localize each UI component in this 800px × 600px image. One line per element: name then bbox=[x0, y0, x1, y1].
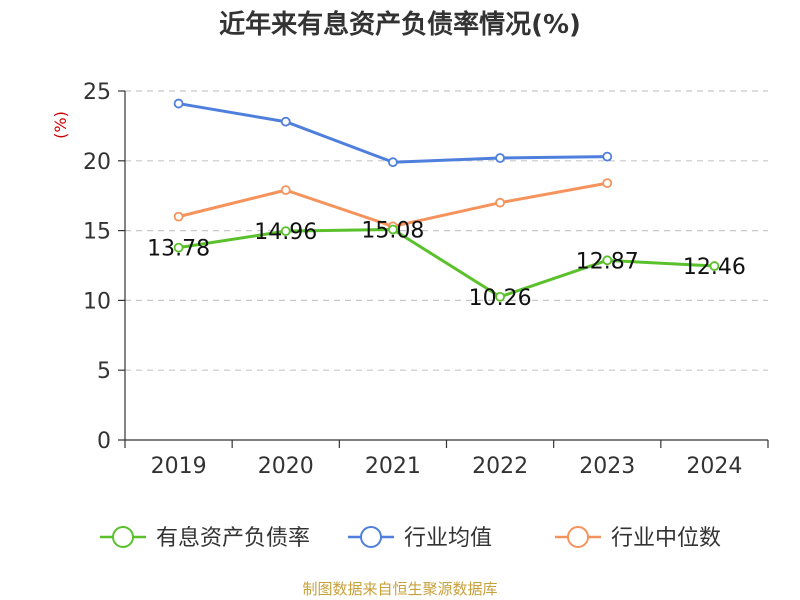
data-point bbox=[602, 151, 613, 162]
x-tick-label: 2021 bbox=[365, 454, 421, 479]
data-point bbox=[388, 157, 398, 168]
legend-label: 行业均值 bbox=[404, 526, 492, 551]
x-tick-label: 2024 bbox=[686, 454, 742, 479]
data-point bbox=[388, 224, 398, 235]
chart-title: 近年来有息资产负债率情况(%) bbox=[219, 10, 581, 40]
legend-label: 有息资产负债率 bbox=[156, 526, 310, 551]
legend[interactable]: 有息资产负债率 行业均值 行业中位数 bbox=[100, 526, 721, 551]
data-labels: 13.78 14.96 15.08 10.26 12.87 12.46 bbox=[147, 218, 746, 310]
legend-marker bbox=[360, 526, 382, 548]
legend-item[interactable]: 行业中位数 bbox=[555, 526, 721, 551]
data-label: 13.78 bbox=[147, 237, 210, 262]
grid-lines bbox=[125, 90, 768, 371]
data-point bbox=[173, 98, 184, 109]
y-tick-label: 15 bbox=[83, 220, 111, 245]
legend-item[interactable]: 有息资产负债率 bbox=[100, 526, 310, 551]
legend-item[interactable]: 行业均值 bbox=[348, 526, 492, 551]
x-tick-label: 2023 bbox=[579, 454, 635, 479]
x-tick-label: 2022 bbox=[472, 454, 528, 479]
data-label: 14.96 bbox=[254, 220, 317, 245]
data-point bbox=[495, 197, 505, 208]
series-line bbox=[178, 102, 608, 164]
y-tick-label: 20 bbox=[83, 150, 111, 175]
data-point bbox=[280, 185, 291, 196]
data-point bbox=[280, 116, 291, 127]
data-point bbox=[280, 226, 291, 237]
data-label: 12.46 bbox=[683, 255, 746, 280]
source-note: 制图数据来自恒生聚源数据库 bbox=[302, 580, 498, 598]
data-point bbox=[173, 211, 184, 222]
legend-label: 行业中位数 bbox=[611, 526, 721, 551]
data-point bbox=[709, 261, 720, 271]
legend-marker bbox=[567, 526, 589, 548]
data-point bbox=[495, 291, 505, 302]
x-tick-label: 2020 bbox=[258, 454, 314, 479]
y-axis-label: (%) bbox=[51, 111, 70, 139]
legend-marker bbox=[112, 526, 134, 548]
data-point bbox=[495, 153, 505, 163]
x-tick-label: 2019 bbox=[151, 454, 207, 479]
y-tick-label: 5 bbox=[97, 359, 111, 384]
axes: 0 5 10 15 20 25 (%) 2019 2020 2021 2022 2023 2024 bbox=[51, 80, 769, 479]
series-line bbox=[178, 227, 715, 299]
y-tick-label: 0 bbox=[97, 429, 111, 454]
y-tick-label: 10 bbox=[83, 289, 111, 314]
data-point bbox=[602, 178, 613, 189]
data-label: 12.87 bbox=[576, 249, 639, 274]
data-label: 15.08 bbox=[361, 218, 424, 243]
data-point bbox=[173, 242, 184, 253]
data-point bbox=[602, 255, 613, 266]
series-lines bbox=[173, 98, 720, 302]
data-label: 10.26 bbox=[469, 286, 532, 311]
y-tick-label: 25 bbox=[83, 80, 111, 105]
